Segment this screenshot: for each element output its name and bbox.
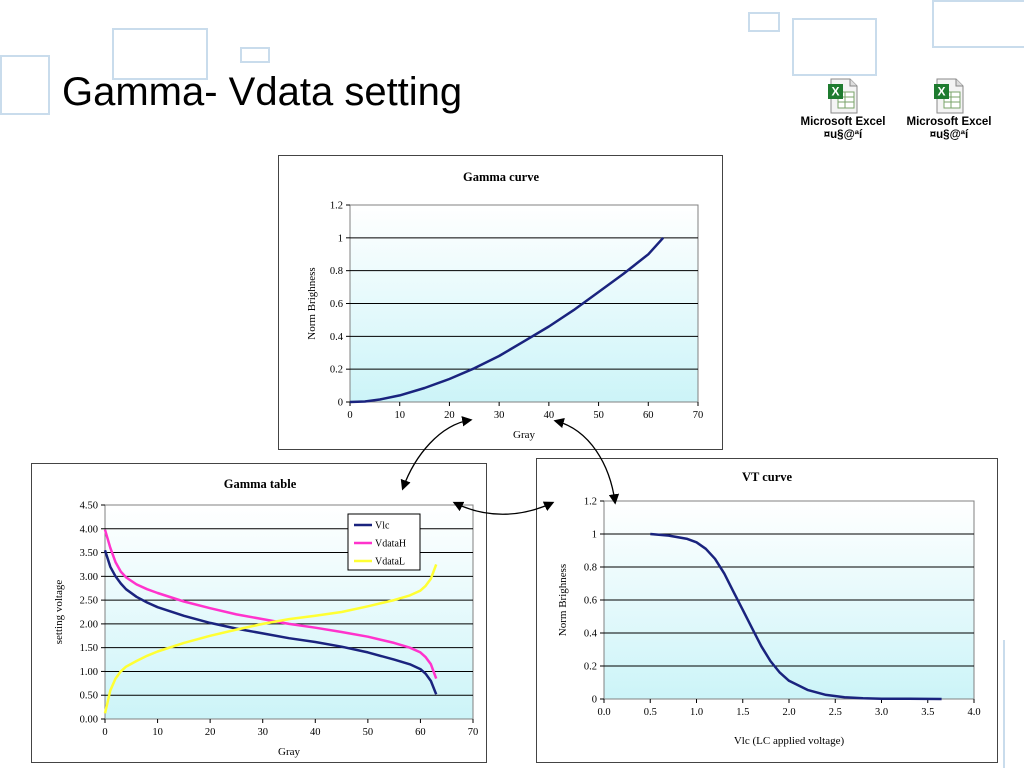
x-tick-label: 1.0	[690, 707, 703, 718]
y-tick-label: 0.50	[80, 691, 98, 702]
y-tick-label: 0.6	[330, 299, 343, 310]
x-axis-label: Vlc (LC applied voltage)	[734, 735, 845, 747]
y-tick-label: 0	[338, 398, 343, 409]
svg-text:X: X	[831, 85, 839, 99]
x-axis-label: Gray	[513, 429, 535, 441]
decorative-square	[748, 12, 780, 32]
excel-attachment-2[interactable]: X Microsoft Excel ¤u§@ªí	[889, 78, 1009, 142]
x-tick-label: 0.0	[597, 707, 610, 718]
vt-curve-chart: 0 0.2 0.4 0.6 0.8 1 1.2 0.0 0.5 1.0 1.5 2.0 2.5 3.0 3.…	[536, 458, 998, 763]
x-tick-label: 60	[643, 410, 654, 421]
x-tick-label: 4.0	[967, 707, 980, 718]
attachment-label-2b: ¤u§@ªí	[929, 129, 969, 141]
gamma-curve-chart: 0 0.2 0.4 0.6 0.8 1 1.2 0 10 20 30 40 50 60 70 Gamma cu…	[278, 155, 723, 450]
decorative-square	[792, 18, 877, 76]
series-line-vdatal	[103, 563, 438, 714]
x-tick-label: 3.0	[875, 707, 888, 718]
x-tick-label: 2.0	[782, 707, 795, 718]
y-tick-label: 1.2	[330, 201, 343, 212]
x-tick-label: 60	[415, 727, 426, 738]
y-axis-label: setting voltage	[53, 580, 65, 645]
x-tick-label: 2.5	[829, 707, 842, 718]
x-tick-label: 0	[347, 410, 352, 421]
chart-title: Gamma table	[224, 477, 297, 491]
decorative-square	[112, 28, 208, 80]
y-tick-label: 0.8	[330, 266, 343, 277]
legend-label: Vlc	[375, 521, 390, 532]
y-tick-label: 1	[592, 530, 597, 541]
excel-attachment-1[interactable]: X Microsoft Excel ¤u§@ªí	[783, 78, 903, 142]
decorative-square	[240, 47, 270, 63]
chart-title: Gamma curve	[463, 170, 539, 184]
y-axis-label: Norm Brighness	[306, 267, 318, 339]
x-tick-label: 40	[310, 727, 321, 738]
series-line-vlc	[103, 549, 438, 695]
y-tick-label: 1.2	[584, 497, 597, 508]
x-tick-label: 1.5	[736, 707, 749, 718]
y-tick-label: 3.50	[80, 548, 98, 559]
y-tick-label: 0	[592, 695, 597, 706]
y-tick-label: 0.00	[80, 715, 98, 726]
y-tick-label: 0.2	[330, 365, 343, 376]
svg-text:X: X	[937, 85, 945, 99]
legend-label: VdataL	[375, 557, 405, 568]
y-tick-label: 1	[338, 233, 343, 244]
y-tick-label: 0.2	[584, 662, 597, 673]
y-tick-label: 2.50	[80, 596, 98, 607]
x-tick-label: 10	[394, 410, 405, 421]
legend-label: VdataH	[375, 539, 406, 550]
excel-file-icon: X	[828, 78, 858, 114]
decorative-square	[0, 55, 50, 115]
x-tick-label: 70	[468, 727, 479, 738]
x-tick-label: 3.5	[921, 707, 934, 718]
x-tick-label: 50	[593, 410, 604, 421]
y-axis-label: Norm Brighness	[557, 564, 569, 636]
attachment-label-1a: Microsoft Excel	[800, 116, 886, 128]
series-line-0	[650, 532, 942, 701]
x-tick-label: 20	[444, 410, 455, 421]
y-tick-label: 4.50	[80, 501, 98, 512]
y-tick-label: 0.8	[584, 563, 597, 574]
gamma-table-chart: 0.00 0.50 1.00 1.50 2.00 2.50 3.00 3.50 4.00 4.50…	[31, 463, 487, 763]
x-tick-label: 40	[544, 410, 555, 421]
attachment-label-1b: ¤u§@ªí	[823, 129, 863, 141]
y-tick-label: 2.00	[80, 619, 98, 630]
x-tick-label: 20	[205, 727, 216, 738]
decorative-square	[932, 0, 1024, 48]
x-tick-label: 30	[494, 410, 505, 421]
x-axis-label: Gray	[278, 746, 300, 758]
decorative-line	[1003, 640, 1005, 768]
attachment-label-2a: Microsoft Excel	[906, 116, 992, 128]
x-tick-label: 10	[152, 727, 163, 738]
y-tick-label: 0.4	[330, 332, 344, 343]
x-tick-label: 70	[693, 410, 704, 421]
x-tick-label: 50	[363, 727, 374, 738]
slide-title: Gamma- Vdata setting	[62, 70, 463, 114]
chart-title: VT curve	[742, 470, 793, 484]
series-line-0	[349, 236, 665, 404]
y-tick-label: 3.00	[80, 572, 98, 583]
y-tick-label: 4.00	[80, 524, 98, 535]
x-tick-label: 0	[102, 727, 107, 738]
x-tick-label: 30	[257, 727, 268, 738]
y-tick-label: 1.00	[80, 667, 98, 678]
x-tick-label: 0.5	[644, 707, 657, 718]
y-tick-label: 0.6	[584, 596, 597, 607]
series-line-vdatah	[103, 529, 438, 680]
y-tick-label: 0.4	[584, 629, 598, 640]
excel-file-icon: X	[934, 78, 964, 114]
y-tick-label: 1.50	[80, 643, 98, 654]
